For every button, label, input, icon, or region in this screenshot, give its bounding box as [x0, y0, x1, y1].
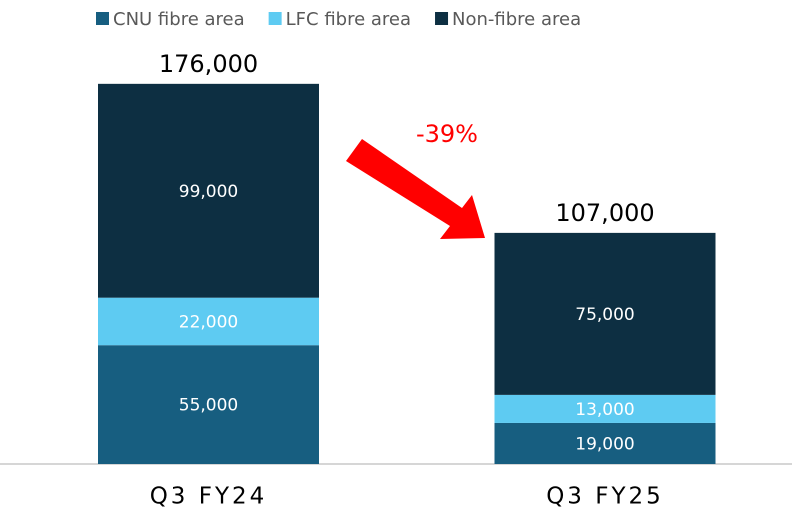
legend-swatch: [96, 12, 109, 25]
legend-swatch: [268, 12, 282, 25]
bar-segment: [494, 394, 716, 423]
value-label: 55,000: [179, 396, 238, 416]
x-tick-label: Q3 FY25: [546, 484, 664, 510]
decline-arrow: [346, 139, 485, 239]
x-tick-label: Q3 FY24: [150, 484, 268, 510]
legend-label: LFC fibre area: [286, 9, 411, 30]
value-label: 99,000: [179, 182, 238, 202]
legend-label: Non-fibre area: [452, 9, 581, 30]
value-label: 22,000: [179, 312, 238, 332]
value-label: 13,000: [575, 400, 634, 420]
annotation: -39%: [416, 120, 478, 148]
bar-segment: [98, 83, 319, 298]
legend-swatch: [435, 12, 449, 25]
bar-segment: [494, 232, 716, 395]
bar-segment: [98, 345, 319, 464]
bar-segment: [494, 422, 716, 464]
total-label: 107,000: [555, 199, 654, 227]
bar-segment: [98, 297, 319, 346]
total-label: 176,000: [159, 50, 258, 78]
value-label: 19,000: [575, 434, 634, 454]
legend-label: CNU fibre area: [113, 9, 245, 30]
value-label: 75,000: [575, 305, 634, 325]
